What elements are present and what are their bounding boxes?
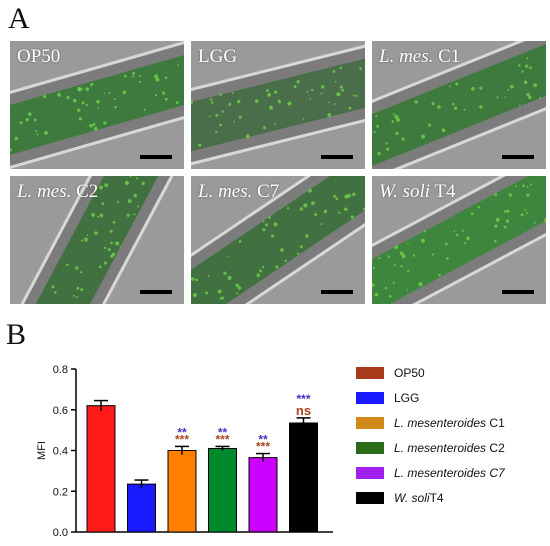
significance-label: *** [175,432,189,446]
micrograph-image: LGG [191,41,365,169]
panel-b-letter: B [6,318,27,351]
micrograph-image: L. mes. C7 [191,176,365,304]
legend-label: OP50 [394,366,425,380]
legend-swatch [356,467,384,479]
micrograph-label: L. mes. C1 [379,46,461,67]
scale-bar [321,155,353,159]
bar [289,422,318,533]
significance-label: ns [296,403,311,418]
significance-label: *** [296,392,310,406]
scale-bar [502,290,534,294]
legend-label: LGG [394,391,420,405]
bar [167,450,197,533]
legend-item: L. mesenteroides C2 [356,440,505,456]
bar [127,483,156,533]
scale-bar [502,155,534,159]
significance-label: ** [218,425,228,439]
y-tick-label: 0.8 [53,364,68,376]
y-tick-label: 0.2 [53,486,68,498]
micrograph-image: L. mes. C2 [10,176,184,304]
micrograph-label: OP50 [17,46,61,67]
micrograph-label: LGG [198,46,238,67]
scale-bar [140,155,172,159]
significance-label: ** [177,425,187,439]
legend-item: L. mesenteroides C7 [356,465,505,481]
micrograph-label: L. mes. C7 [198,181,280,202]
micrograph-label: W. soli T4 [379,181,456,202]
legend-label: L. mesenteroides C7 [394,466,505,480]
micrograph-label: L. mes. C2 [17,181,99,202]
significance-label: *** [256,440,270,454]
legend-item: OP50 [356,365,425,381]
legend-swatch [356,492,384,504]
micrograph-grid: OP50 LGG L. mes. C1 L. mes. C2 L. mes. C7 W. … [10,41,546,309]
legend-swatch [356,367,384,379]
y-tick-label: 0.0 [53,527,68,539]
legend-label: L. mesenteroides C1 [394,416,505,430]
bar [208,447,237,533]
legend-swatch [356,392,384,404]
bar [248,457,278,533]
y-tick-label: 0.4 [53,446,68,458]
legend-item: L. mesenteroides C1 [356,415,505,431]
legend-label: L. mesenteroides C2 [394,441,505,455]
bar [86,405,116,533]
micrograph-image: L. mes. C1 [372,41,546,169]
micrograph-image: W. soli T4 [372,176,546,304]
legend-item: W. soliT4 [356,490,444,506]
scale-bar [321,290,353,294]
legend-swatch [356,417,384,429]
legend-swatch [356,442,384,454]
y-tick-label: 0.6 [53,405,68,417]
micrograph-image: OP50 [10,41,184,169]
y-axis-label: MFI [36,441,48,460]
significance-label: ** [258,433,268,447]
panel-a-letter: A [8,2,30,35]
legend-label: W. soliT4 [394,491,444,505]
scale-bar [140,290,172,294]
significance-label: *** [215,432,229,446]
legend-item: LGG [356,390,419,406]
